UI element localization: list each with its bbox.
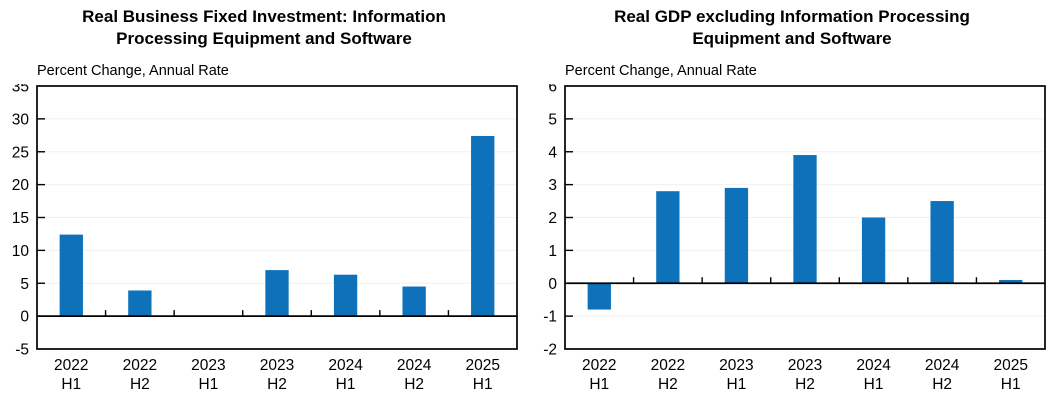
bar: [587, 283, 611, 310]
plot-border: [36, 85, 518, 350]
x-tick-label-year: 2022: [123, 357, 157, 374]
y-tick-label: 6: [548, 84, 557, 96]
y-tick-label: 0: [20, 309, 29, 326]
chart-title-line1: Real Business Fixed Investment: Informat…: [82, 7, 446, 26]
bar: [656, 191, 680, 284]
x-tick-label-half: H1: [1001, 376, 1021, 393]
x-tick-label-year: 2023: [260, 357, 294, 374]
x-tick-label-year: 2023: [788, 357, 822, 374]
bar-chart-business-fixed-investment: 35 30 25 20 15 10 5 0 -5 2022 H1 2022 H2 2023 H1 2023 H2…: [12, 84, 518, 393]
y-tick-label: -2: [543, 342, 557, 359]
y-tick-label: 15: [12, 210, 29, 227]
x-tick-label-half: H1: [864, 376, 884, 393]
bar: [402, 286, 426, 317]
x-tick-label-year: 2024: [925, 357, 960, 374]
x-tick-label-year: 2025: [465, 357, 499, 374]
plot-border: [564, 85, 1046, 350]
x-tick-label-year: 2023: [719, 357, 753, 374]
y-axis-unit-label: Percent Change, Annual Rate: [37, 63, 229, 79]
y-tick-label: 5: [20, 276, 29, 293]
chart-title-gdp: Real GDP excluding Information Processin…: [528, 6, 1056, 50]
x-tick-label-year: 2023: [191, 357, 225, 374]
y-tick-label: -5: [15, 342, 29, 359]
bar: [999, 279, 1023, 284]
y-tick-label: 10: [12, 243, 30, 260]
chart-title-line2: Processing Equipment and Software: [116, 29, 412, 48]
chart-panel-real-gdp-excluding: Real GDP excluding Information Processin…: [528, 0, 1056, 404]
y-tick-label: 1: [548, 243, 557, 260]
x-tick-label-half: H2: [404, 376, 424, 393]
y-tick-label: 25: [12, 144, 29, 161]
x-tick-label-year: 2024: [397, 357, 432, 374]
chart-title-line1: Real GDP excluding Information Processin…: [614, 7, 970, 26]
y-tick-label: 0: [548, 276, 557, 293]
y-tick-label: 30: [12, 111, 30, 128]
chart-title-line2: Equipment and Software: [692, 29, 892, 48]
x-tick-label-year: 2024: [856, 357, 891, 374]
bar: [471, 135, 495, 317]
bar: [861, 217, 886, 284]
x-tick-label-year: 2022: [582, 357, 616, 374]
x-tick-label-half: H2: [658, 376, 678, 393]
bar: [59, 234, 83, 317]
bar: [930, 201, 954, 284]
x-tick-label-half: H2: [795, 376, 815, 393]
y-tick-label: 2: [548, 210, 557, 227]
x-tick-label-half: H1: [61, 376, 81, 393]
y-axis-unit-label: Percent Change, Annual Rate: [565, 63, 757, 79]
x-tick-label-year: 2022: [651, 357, 685, 374]
x-tick-label-half: H1: [589, 376, 609, 393]
bar: [128, 290, 152, 317]
chart-panel-business-fixed-investment: Real Business Fixed Investment: Informat…: [0, 6, 528, 393]
bar: [333, 274, 358, 317]
x-tick-label-half: H2: [932, 376, 952, 393]
x-tick-label-half: H1: [199, 376, 219, 393]
y-tick-label: 5: [548, 111, 557, 128]
x-tick-label-half: H2: [267, 376, 287, 393]
x-tick-label-year: 2024: [328, 357, 363, 374]
y-tick-label: 35: [12, 84, 29, 96]
bar: [724, 187, 749, 284]
y-tick-label: 3: [548, 177, 557, 194]
x-tick-label-year: 2025: [993, 357, 1027, 374]
chart-title-investment: Real Business Fixed Investment: Informat…: [0, 6, 528, 50]
x-tick-label-half: H2: [130, 376, 150, 393]
bar-chart-real-gdp-excluding: 6 5 4 3 2 1 0 -1 -2 2022 H1 2022 H2 2023 H1 2023 H2 2024 H…: [543, 84, 1046, 393]
x-tick-label-year: 2022: [54, 357, 88, 374]
x-tick-label-half: H1: [336, 376, 356, 393]
x-tick-label-half: H1: [473, 376, 493, 393]
x-tick-label-half: H1: [727, 376, 747, 393]
bar: [793, 155, 817, 284]
y-tick-label: 4: [548, 144, 557, 161]
bar: [265, 270, 289, 317]
y-tick-label: 20: [12, 177, 30, 194]
y-tick-label: -1: [543, 309, 557, 326]
